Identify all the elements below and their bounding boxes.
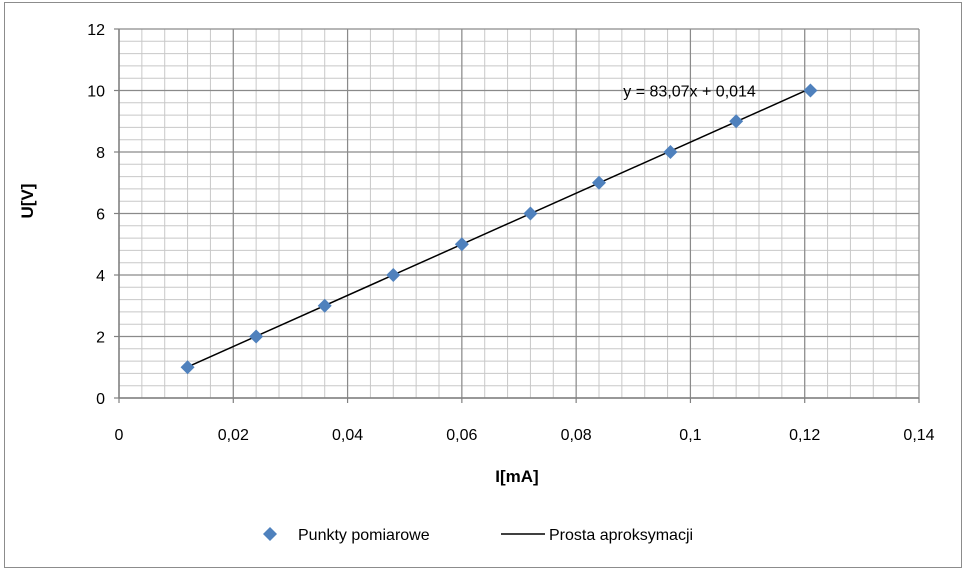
data-point [803,83,818,98]
data-point [180,360,195,375]
data-point [592,175,606,190]
chart-svg: 0 2 4 6 8 10 12 0 0,02 0,04 0,06 0,08 0,1 0,12 0,14 y… [18,22,935,544]
y-axis-label: U[V] [18,184,37,219]
data-point [454,237,469,252]
x-tick-label: 0,1 [679,427,701,444]
data-point [663,145,678,159]
chart-frame: 0 2 4 6 8 10 12 0 0,02 0,04 0,06 0,08 0,1 0,12 0,14 y… [4,2,962,568]
y-tick-label: 0 [96,391,105,408]
x-tick-label: 0 [115,427,124,444]
data-point [317,298,332,313]
legend-label-points: Punkty pomiarowe [298,527,430,544]
y-tick-label: 8 [96,145,105,162]
measurement-points-series [180,83,818,375]
x-axis-ticks: 0 0,02 0,04 0,06 0,08 0,1 0,12 0,14 [115,398,935,444]
y-tick-label: 4 [96,268,105,285]
y-tick-label: 12 [87,22,105,39]
x-axis-label: I[mA] [495,467,538,486]
y-tick-label: 6 [96,207,105,224]
data-point [249,329,264,344]
fit-line-series [187,87,811,368]
data-point [386,268,401,282]
x-tick-label: 0,08 [561,427,592,444]
data-point [523,206,538,221]
y-tick-label: 2 [96,330,105,347]
x-tick-label: 0,04 [332,427,363,444]
x-tick-label: 0,12 [789,427,820,444]
x-tick-label: 0,02 [218,427,249,444]
legend: Punkty pomiarowe Prosta aproksymacji [263,527,693,544]
legend-label-line: Prosta aproksymacji [549,527,693,544]
x-tick-label: 0,06 [446,427,477,444]
legend-diamond-marker [263,527,277,541]
fit-equation-annotation: y = 83,07x + 0,014 [623,84,756,101]
y-axis-ticks: 0 2 4 6 8 10 12 [87,22,119,408]
fit-line [187,87,811,368]
y-tick-label: 10 [87,84,105,101]
data-point [729,114,744,129]
x-tick-label: 0,14 [903,427,934,444]
major-grid [118,28,920,399]
